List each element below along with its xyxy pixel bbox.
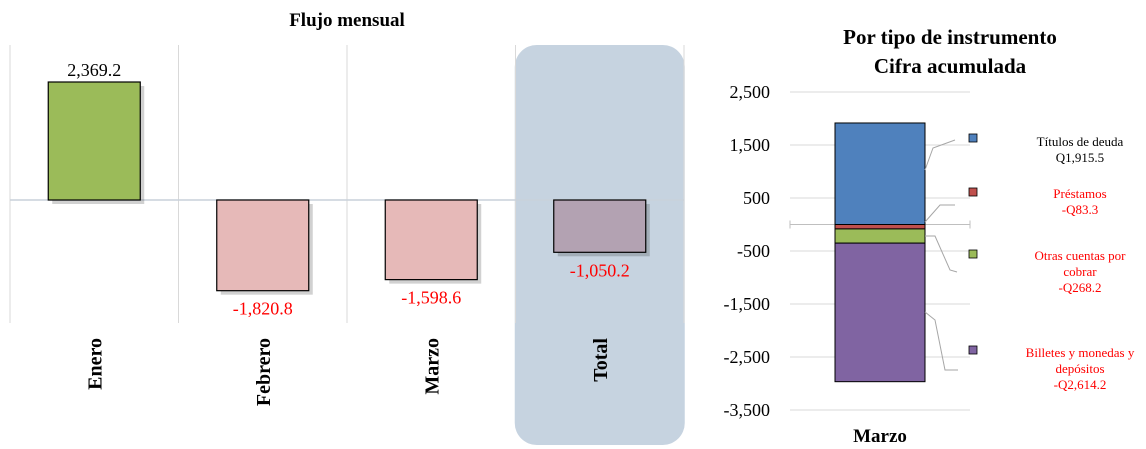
- leader-line: [925, 235, 958, 273]
- bar-febrero: [216, 199, 310, 292]
- annotation-name-billetes-y-monedas-y-depositos: Billetes y monedas y depósitos: [1026, 345, 1135, 376]
- x-category-label: Marzo: [853, 426, 907, 447]
- y-tick-label: -2,500: [724, 347, 771, 367]
- bar-total: [553, 199, 647, 253]
- flujo-mensual-chart: Flujo mensual 2,369.2 Enero -1,820.8 Febrero…: [9, 10, 685, 445]
- annotation-value-otras-cuentas-por-cobrar: -Q268.2: [1059, 280, 1102, 295]
- bar-value-label: 2,369.2: [67, 60, 121, 80]
- leader-line: [924, 139, 956, 171]
- segment-titulos-de-deuda: [834, 122, 926, 225]
- bar-marzo: [384, 199, 478, 281]
- tipo-instrumento-chart: Por tipo de instrumento Cifra acumulada 2,…: [724, 25, 1135, 447]
- leader-line: [924, 204, 955, 223]
- y-tick-label: 1,500: [730, 135, 771, 155]
- bar-value-label: -1,820.8: [233, 299, 293, 319]
- legend-swatch-prestamos: [968, 187, 978, 197]
- segment-prestamos: [834, 224, 926, 230]
- annotation-name-titulos-de-deuda: Títulos de deuda: [1037, 134, 1124, 149]
- legend-swatch-titulos-de-deuda: [968, 133, 978, 143]
- y-tick-label: 2,500: [730, 82, 771, 102]
- legend-swatch-billetes-y-monedas-y-depositos: [968, 345, 978, 355]
- annotation-value-billetes-y-monedas-y-depositos: -Q2,614.2: [1054, 377, 1107, 392]
- right-chart-title-line: Cifra acumulada: [874, 54, 1027, 78]
- annotation-value-titulos-de-deuda: Q1,915.5: [1056, 150, 1104, 165]
- y-tick-label: -1,500: [724, 294, 771, 314]
- y-tick-label: -500: [737, 241, 770, 261]
- annotation-name-otras-cuentas-por-cobrar: Otras cuentas por cobrar: [1035, 248, 1127, 279]
- leader-line: [924, 311, 958, 371]
- category-label-enero: Enero: [84, 338, 106, 390]
- category-label-total: Total: [590, 338, 612, 382]
- bar-enero: [47, 81, 141, 201]
- y-tick-label: 500: [743, 188, 770, 208]
- right-chart-title-line: Por tipo de instrumento: [843, 25, 1057, 49]
- category-label-marzo: Marzo: [421, 338, 443, 395]
- legend-swatch-otras-cuentas-por-cobrar: [968, 249, 978, 259]
- left-chart-title: Flujo mensual: [289, 10, 405, 31]
- annotation-name-prestamos: Préstamos: [1053, 186, 1106, 201]
- category-label-febrero: Febrero: [253, 338, 275, 406]
- bar-value-label: -1,598.6: [401, 288, 461, 308]
- annotation-value-prestamos: -Q83.3: [1062, 202, 1098, 217]
- y-tick-label: -3,500: [724, 400, 771, 420]
- segment-billetes-y-monedas-y-depositos: [834, 242, 926, 383]
- segment-otras-cuentas-por-cobrar: [834, 228, 926, 244]
- bar-value-label: -1,050.2: [570, 260, 630, 280]
